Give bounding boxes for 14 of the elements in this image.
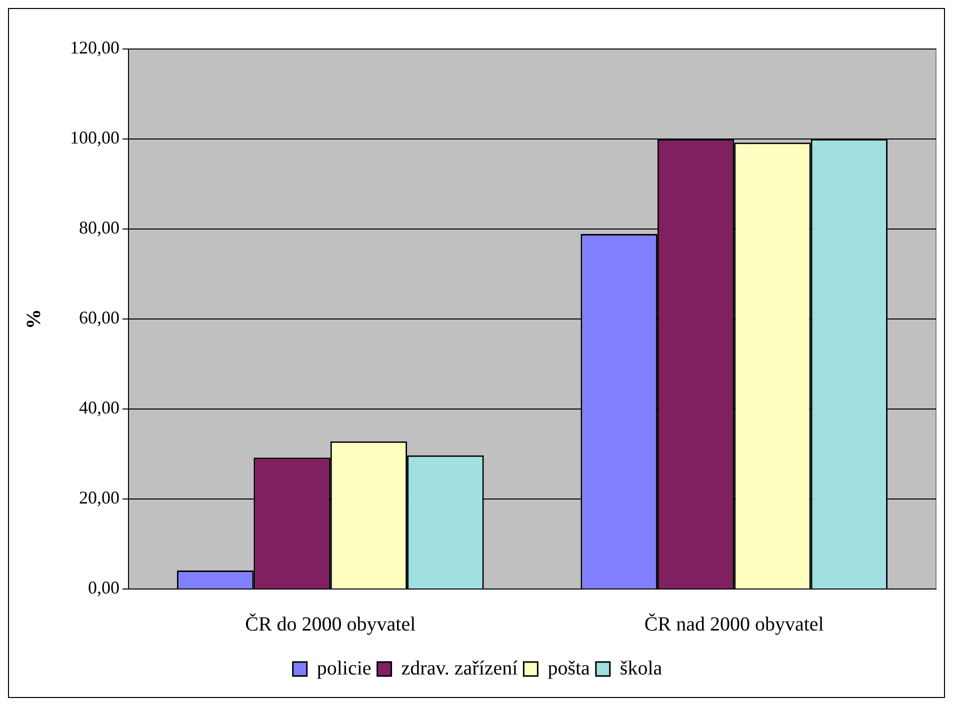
- x-tick-label: ČR do 2000 obyvatel: [245, 612, 416, 636]
- legend-label: škola: [620, 657, 662, 680]
- y-tick-label: 120,00: [70, 38, 120, 58]
- y-axis-title: %: [23, 309, 46, 329]
- legend-label: pošta: [548, 657, 590, 680]
- y-tick-label: 40,00: [79, 398, 120, 418]
- y-tick-label: 100,00: [70, 128, 120, 148]
- y-tick-label: 60,00: [79, 308, 120, 328]
- y-tick-label: 0,00: [88, 578, 120, 598]
- x-tick-label: ČR nad 2000 obyvatel: [644, 612, 824, 636]
- legend-label: policie: [316, 657, 372, 680]
- legend-label: zdrav. zařízení: [401, 657, 518, 680]
- y-tick-label: 20,00: [79, 488, 120, 508]
- y-tick-label: 80,00: [79, 218, 120, 238]
